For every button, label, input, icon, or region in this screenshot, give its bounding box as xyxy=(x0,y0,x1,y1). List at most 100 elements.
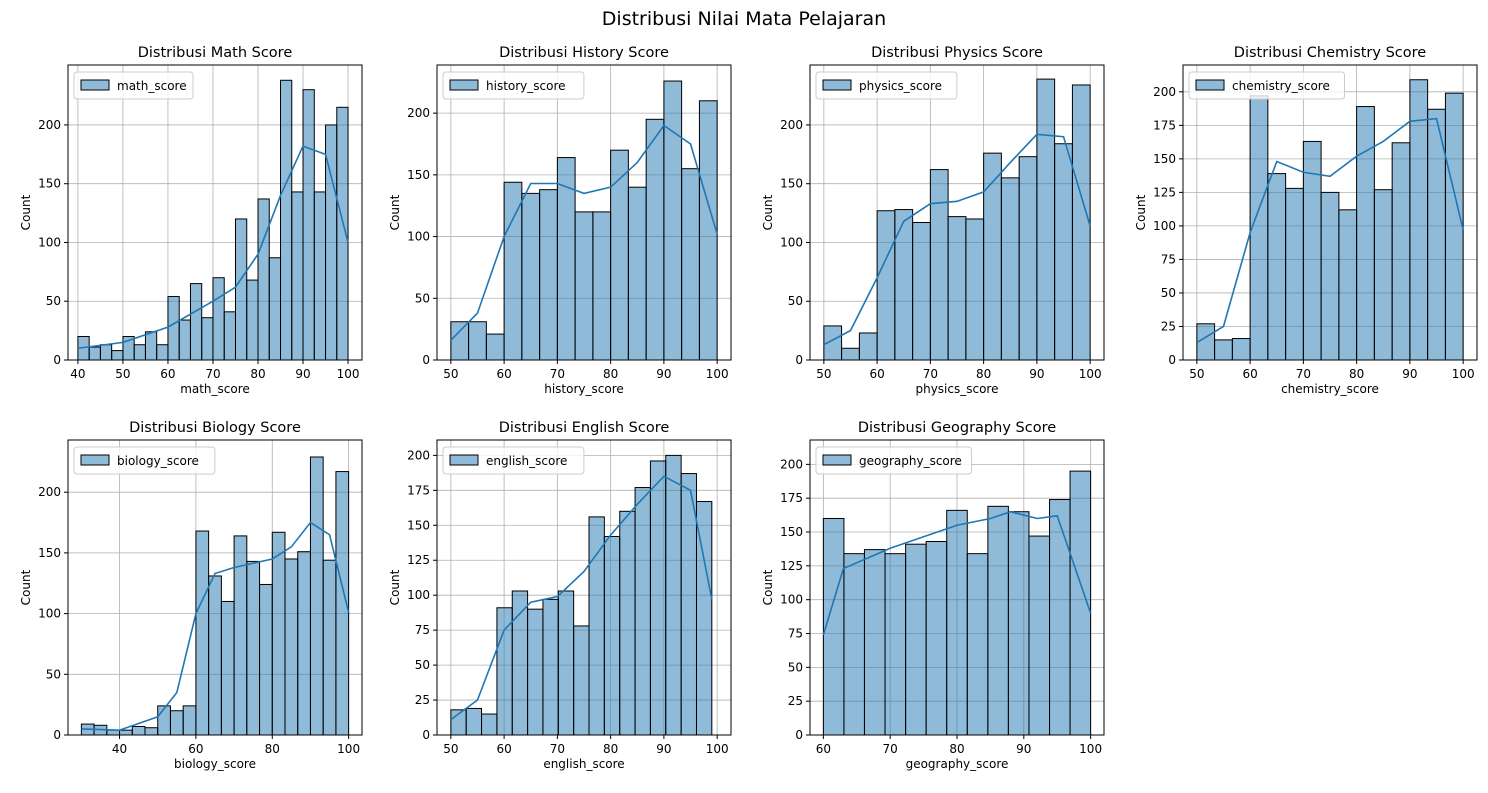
x-tick-label: 100 xyxy=(1079,742,1102,756)
x-tick-label: 50 xyxy=(443,367,458,381)
x-tick-label: 90 xyxy=(656,367,671,381)
bar xyxy=(987,505,1009,736)
y-tick-label: 200 xyxy=(1153,85,1176,99)
subplot: 50 60 70 80 90 100 0 50 100 150 200 Distribusi Hist… xyxy=(388,45,732,396)
x-tick-label: 50 xyxy=(1189,367,1204,381)
y-tick-label: 50 xyxy=(46,294,61,308)
bar xyxy=(965,218,985,361)
legend-label: biology_score xyxy=(117,454,199,468)
bar xyxy=(649,460,667,736)
bar xyxy=(1214,339,1233,361)
legend-swatch xyxy=(822,454,852,466)
x-tick-label: 100 xyxy=(337,367,360,381)
bar xyxy=(1285,187,1304,361)
bar xyxy=(1000,177,1020,361)
y-tick-label: 200 xyxy=(780,118,803,132)
y-axis-label: Count xyxy=(19,569,33,605)
bar xyxy=(297,551,311,736)
bar xyxy=(284,558,299,736)
kde-line xyxy=(450,475,713,721)
y-tick-label: 25 xyxy=(1161,319,1176,333)
y-tick-label: 200 xyxy=(407,106,430,120)
x-tick-label: 100 xyxy=(1079,367,1102,381)
y-tick-label: 175 xyxy=(780,491,803,505)
legend-swatch xyxy=(80,454,110,466)
legend-box xyxy=(815,446,972,475)
bar xyxy=(863,549,886,736)
bar xyxy=(322,559,337,736)
x-tick-label: 60 xyxy=(160,367,175,381)
y-tick-label: 100 xyxy=(780,593,803,607)
axes-frame xyxy=(436,439,732,736)
bar xyxy=(131,726,146,736)
y-tick-label: 200 xyxy=(780,457,803,471)
bar xyxy=(212,277,225,361)
x-tick-label: 90 xyxy=(1029,367,1044,381)
x-tick-label: 70 xyxy=(1296,367,1311,381)
bar xyxy=(610,149,629,361)
bar xyxy=(220,600,235,736)
subplot: 50 60 70 80 90 100 0 50 100 150 200 Distribusi Phys… xyxy=(761,45,1105,396)
y-tick-label: 100 xyxy=(38,607,61,621)
y-tick-label: 150 xyxy=(780,525,803,539)
axes-frame xyxy=(809,439,1105,736)
bar xyxy=(111,350,124,361)
x-tick-label: 100 xyxy=(706,742,729,756)
bar xyxy=(627,186,647,361)
bar xyxy=(557,590,575,736)
bar xyxy=(556,157,576,361)
x-tick-label: 40 xyxy=(112,742,127,756)
bar xyxy=(481,713,498,736)
legend-box xyxy=(815,71,958,100)
subplot-title: Distribusi Physics Score xyxy=(871,45,1043,61)
legend-label: math_score xyxy=(117,79,187,93)
y-tick-label: 25 xyxy=(415,693,430,707)
bar xyxy=(1231,338,1251,361)
bar xyxy=(521,192,541,361)
bar xyxy=(450,321,470,361)
bar xyxy=(99,344,113,361)
legend-box xyxy=(1188,71,1345,100)
legend-box xyxy=(73,446,216,475)
axes-frame xyxy=(436,64,732,361)
bar xyxy=(527,608,544,736)
legend-box xyxy=(442,71,585,100)
bar xyxy=(246,279,259,361)
x-tick-label: 80 xyxy=(1349,367,1364,381)
x-tick-label: 60 xyxy=(869,367,884,381)
bar xyxy=(884,553,907,736)
y-tick-label: 150 xyxy=(38,177,61,191)
bar xyxy=(1444,92,1464,361)
bar xyxy=(1018,156,1038,361)
y-tick-label: 50 xyxy=(415,658,430,672)
kde-line xyxy=(77,145,349,350)
y-tick-label: 175 xyxy=(407,483,430,497)
axes-frame xyxy=(809,64,1105,361)
x-axis-label: history_score xyxy=(544,382,624,396)
y-tick-label: 0 xyxy=(53,353,61,367)
x-axis-label: math_score xyxy=(180,382,250,396)
y-tick-label: 100 xyxy=(1153,219,1176,233)
legend-label: chemistry_score xyxy=(1232,79,1330,93)
bar xyxy=(1054,143,1073,361)
legend-swatch xyxy=(822,79,852,91)
y-axis-label: Count xyxy=(388,194,402,230)
bar xyxy=(592,211,612,361)
bar xyxy=(588,516,605,736)
bar xyxy=(268,257,282,361)
bar xyxy=(280,79,293,361)
y-tick-label: 0 xyxy=(1168,353,1176,367)
bar xyxy=(966,553,989,736)
bar xyxy=(573,625,590,736)
y-tick-label: 75 xyxy=(788,627,803,641)
y-tick-label: 75 xyxy=(415,623,430,637)
y-tick-label: 50 xyxy=(788,294,803,308)
bar xyxy=(246,560,261,736)
subplot-title: Distribusi History Score xyxy=(499,45,669,61)
subplot-title: Distribusi English Score xyxy=(499,420,670,436)
y-tick-label: 0 xyxy=(53,728,61,742)
y-tick-label: 50 xyxy=(788,660,803,674)
subplot-title: Distribusi Biology Score xyxy=(129,420,301,436)
x-tick-label: 70 xyxy=(205,367,220,381)
